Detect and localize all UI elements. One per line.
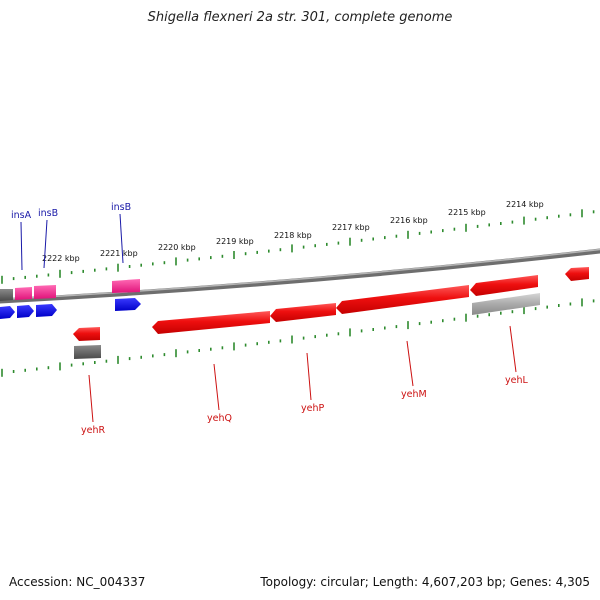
accession-text: Accession: NC_004337 [9, 575, 146, 589]
gene-blue-1[interactable] [0, 306, 15, 319]
genome-backbone-highlight [0, 248, 600, 301]
gene-label-yehM[interactable]: yehM [401, 389, 427, 400]
gene-yehR[interactable] [73, 327, 100, 341]
gene-label-insB-2[interactable]: insB [111, 202, 131, 213]
upper-scale-ticks [1, 209, 595, 284]
scale-label: 2222 kbp [42, 254, 80, 263]
gene-insB-left[interactable] [34, 285, 56, 299]
upper-insertion-elements [0, 279, 141, 319]
leader-line [43, 219, 48, 269]
leader-line [406, 340, 414, 387]
leader-line [213, 363, 220, 411]
scale-label: 2221 kbp [100, 249, 138, 258]
leader-line [119, 213, 124, 264]
gene-label-yehR[interactable]: yehR [81, 425, 105, 436]
gene-yehR-pseudo[interactable] [74, 345, 101, 359]
lower-genes [73, 267, 589, 359]
gene-blue-4[interactable] [115, 298, 141, 311]
gene-yehQ[interactable] [152, 311, 270, 334]
gene-right-edge[interactable] [565, 267, 589, 281]
gene-insB-right[interactable] [112, 279, 140, 293]
gene-label-yehQ[interactable]: yehQ [207, 413, 232, 424]
gene-yehM[interactable] [336, 285, 469, 314]
scale-label: 2219 kbp [216, 237, 254, 246]
gene-yehL[interactable] [470, 275, 538, 296]
gene-yehP[interactable] [270, 303, 336, 322]
leader-line [306, 352, 312, 401]
scale-label: 2218 kbp [274, 231, 312, 240]
leader-line [509, 325, 517, 373]
genome-backbone [0, 248, 600, 304]
map-title: Shigella flexneri 2a str. 301, complete … [147, 10, 453, 25]
gene-label-insA[interactable]: insA [11, 210, 32, 221]
leader-line [88, 374, 94, 423]
scale-label: 2214 kbp [506, 200, 544, 209]
genome-summary-text: Topology: circular; Length: 4,607,203 bp… [260, 575, 590, 589]
gene-blue-3[interactable] [36, 304, 57, 317]
gene-gray-left[interactable] [0, 289, 13, 301]
scale-label: 2215 kbp [448, 208, 486, 217]
scale-label: 2216 kbp [390, 216, 428, 225]
gene-blue-2[interactable] [17, 305, 34, 318]
gene-yehL-pseudo[interactable] [472, 293, 540, 315]
lower-scale-ticks [1, 298, 595, 377]
scale-label: 2217 kbp [332, 223, 370, 232]
scale-label: 2220 kbp [158, 243, 196, 252]
gene-label-insB-1[interactable]: insB [38, 208, 58, 219]
leader-line [20, 221, 23, 271]
gene-label-yehP[interactable]: yehP [301, 403, 324, 414]
gene-label-yehL[interactable]: yehL [505, 375, 528, 386]
gene-insA[interactable] [15, 287, 32, 300]
